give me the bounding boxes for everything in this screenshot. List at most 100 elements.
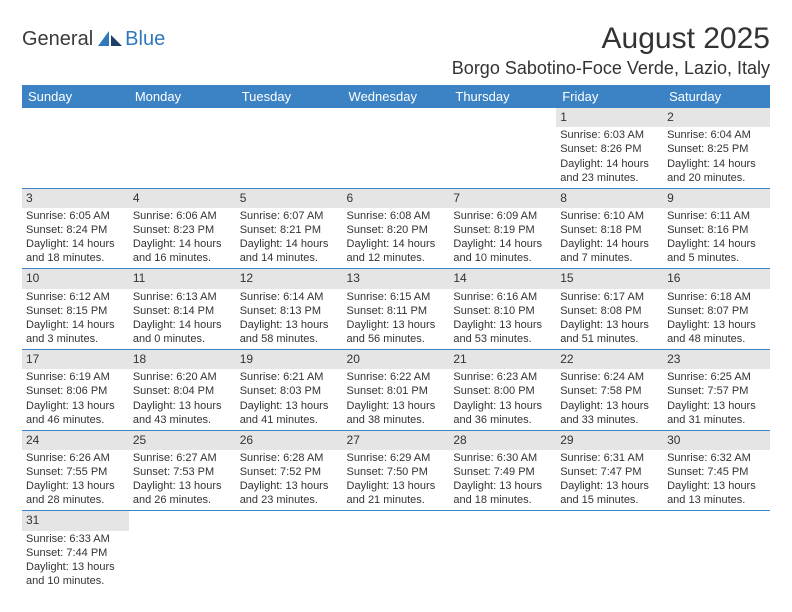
day-sunset: Sunset: 8:08 PM (560, 304, 659, 318)
day-body: Sunrise: 6:20 AMSunset: 8:04 PMDaylight:… (129, 369, 236, 429)
day-body: Sunrise: 6:29 AMSunset: 7:50 PMDaylight:… (343, 450, 450, 510)
day-day2: and 51 minutes. (560, 332, 659, 346)
day-day1: Daylight: 13 hours (240, 399, 339, 413)
day-day2: and 5 minutes. (667, 251, 766, 265)
day-sunrise: Sunrise: 6:12 AM (26, 290, 125, 304)
day-body: Sunrise: 6:27 AMSunset: 7:53 PMDaylight:… (129, 450, 236, 510)
day-cell: 26Sunrise: 6:28 AMSunset: 7:52 PMDayligh… (236, 430, 343, 511)
day-day2: and 10 minutes. (26, 574, 125, 588)
day-body: Sunrise: 6:24 AMSunset: 7:58 PMDaylight:… (556, 369, 663, 429)
day-day2: and 36 minutes. (453, 413, 552, 427)
day-day2: and 15 minutes. (560, 493, 659, 507)
day-day2: and 38 minutes. (347, 413, 446, 427)
day-cell: 17Sunrise: 6:19 AMSunset: 8:06 PMDayligh… (22, 350, 129, 431)
day-sunrise: Sunrise: 6:20 AM (133, 370, 232, 384)
day-sunrise: Sunrise: 6:28 AM (240, 451, 339, 465)
empty-cell (236, 511, 343, 591)
day-body: Sunrise: 6:12 AMSunset: 8:15 PMDaylight:… (22, 289, 129, 349)
day-sunset: Sunset: 8:26 PM (560, 142, 659, 156)
day-cell: 25Sunrise: 6:27 AMSunset: 7:53 PMDayligh… (129, 430, 236, 511)
day-sunset: Sunset: 8:00 PM (453, 384, 552, 398)
day-sunrise: Sunrise: 6:03 AM (560, 128, 659, 142)
day-sunrise: Sunrise: 6:05 AM (26, 209, 125, 223)
day-sunset: Sunset: 8:07 PM (667, 304, 766, 318)
day-sunrise: Sunrise: 6:10 AM (560, 209, 659, 223)
day-number: 21 (449, 350, 556, 369)
day-day2: and 31 minutes. (667, 413, 766, 427)
day-sunrise: Sunrise: 6:25 AM (667, 370, 766, 384)
day-day1: Daylight: 14 hours (26, 237, 125, 251)
day-day2: and 7 minutes. (560, 251, 659, 265)
day-body: Sunrise: 6:18 AMSunset: 8:07 PMDaylight:… (663, 289, 770, 349)
day-cell: 5Sunrise: 6:07 AMSunset: 8:21 PMDaylight… (236, 188, 343, 269)
day-day1: Daylight: 13 hours (133, 479, 232, 493)
day-cell: 23Sunrise: 6:25 AMSunset: 7:57 PMDayligh… (663, 350, 770, 431)
day-number: 29 (556, 431, 663, 450)
location: Borgo Sabotino-Foce Verde, Lazio, Italy (452, 58, 770, 79)
day-day2: and 3 minutes. (26, 332, 125, 346)
day-day1: Daylight: 14 hours (240, 237, 339, 251)
day-day1: Daylight: 13 hours (133, 399, 232, 413)
day-cell: 19Sunrise: 6:21 AMSunset: 8:03 PMDayligh… (236, 350, 343, 431)
day-cell: 7Sunrise: 6:09 AMSunset: 8:19 PMDaylight… (449, 188, 556, 269)
weekday-header: Sunday (22, 85, 129, 108)
day-number: 23 (663, 350, 770, 369)
empty-cell (129, 511, 236, 591)
day-day2: and 28 minutes. (26, 493, 125, 507)
day-number: 25 (129, 431, 236, 450)
week-row: 31Sunrise: 6:33 AMSunset: 7:44 PMDayligh… (22, 511, 770, 591)
day-day1: Daylight: 13 hours (26, 399, 125, 413)
day-sunrise: Sunrise: 6:06 AM (133, 209, 232, 223)
day-body: Sunrise: 6:09 AMSunset: 8:19 PMDaylight:… (449, 208, 556, 268)
day-sunset: Sunset: 8:14 PM (133, 304, 232, 318)
day-day2: and 12 minutes. (347, 251, 446, 265)
day-sunset: Sunset: 7:49 PM (453, 465, 552, 479)
day-cell: 3Sunrise: 6:05 AMSunset: 8:24 PMDaylight… (22, 188, 129, 269)
day-sunrise: Sunrise: 6:19 AM (26, 370, 125, 384)
day-day2: and 26 minutes. (133, 493, 232, 507)
day-body: Sunrise: 6:22 AMSunset: 8:01 PMDaylight:… (343, 369, 450, 429)
day-body: Sunrise: 6:17 AMSunset: 8:08 PMDaylight:… (556, 289, 663, 349)
day-body: Sunrise: 6:06 AMSunset: 8:23 PMDaylight:… (129, 208, 236, 268)
day-body: Sunrise: 6:25 AMSunset: 7:57 PMDaylight:… (663, 369, 770, 429)
day-sunrise: Sunrise: 6:17 AM (560, 290, 659, 304)
logo-text-general: General (22, 28, 93, 51)
day-sunset: Sunset: 8:10 PM (453, 304, 552, 318)
day-sunrise: Sunrise: 6:21 AM (240, 370, 339, 384)
day-day2: and 23 minutes. (560, 171, 659, 185)
day-sunrise: Sunrise: 6:27 AM (133, 451, 232, 465)
day-body: Sunrise: 6:28 AMSunset: 7:52 PMDaylight:… (236, 450, 343, 510)
day-sunset: Sunset: 7:44 PM (26, 546, 125, 560)
day-day1: Daylight: 13 hours (667, 399, 766, 413)
day-cell: 11Sunrise: 6:13 AMSunset: 8:14 PMDayligh… (129, 269, 236, 350)
day-number: 14 (449, 269, 556, 288)
weekday-header: Thursday (449, 85, 556, 108)
day-sunset: Sunset: 8:16 PM (667, 223, 766, 237)
day-sunset: Sunset: 7:50 PM (347, 465, 446, 479)
day-number: 8 (556, 189, 663, 208)
day-sunrise: Sunrise: 6:29 AM (347, 451, 446, 465)
empty-cell (129, 108, 236, 188)
day-cell: 12Sunrise: 6:14 AMSunset: 8:13 PMDayligh… (236, 269, 343, 350)
day-sunset: Sunset: 8:15 PM (26, 304, 125, 318)
day-number: 3 (22, 189, 129, 208)
day-body: Sunrise: 6:33 AMSunset: 7:44 PMDaylight:… (22, 531, 129, 591)
day-number: 4 (129, 189, 236, 208)
logo-text-blue: Blue (125, 28, 165, 51)
day-sunrise: Sunrise: 6:32 AM (667, 451, 766, 465)
day-day2: and 58 minutes. (240, 332, 339, 346)
day-body: Sunrise: 6:11 AMSunset: 8:16 PMDaylight:… (663, 208, 770, 268)
week-row: 24Sunrise: 6:26 AMSunset: 7:55 PMDayligh… (22, 430, 770, 511)
day-number: 17 (22, 350, 129, 369)
day-body: Sunrise: 6:04 AMSunset: 8:25 PMDaylight:… (663, 127, 770, 187)
empty-cell (236, 108, 343, 188)
day-day2: and 0 minutes. (133, 332, 232, 346)
day-body: Sunrise: 6:31 AMSunset: 7:47 PMDaylight:… (556, 450, 663, 510)
day-sunset: Sunset: 7:47 PM (560, 465, 659, 479)
day-number: 7 (449, 189, 556, 208)
day-body: Sunrise: 6:15 AMSunset: 8:11 PMDaylight:… (343, 289, 450, 349)
day-number: 31 (22, 511, 129, 530)
day-cell: 16Sunrise: 6:18 AMSunset: 8:07 PMDayligh… (663, 269, 770, 350)
day-sunrise: Sunrise: 6:15 AM (347, 290, 446, 304)
day-day1: Daylight: 13 hours (667, 318, 766, 332)
